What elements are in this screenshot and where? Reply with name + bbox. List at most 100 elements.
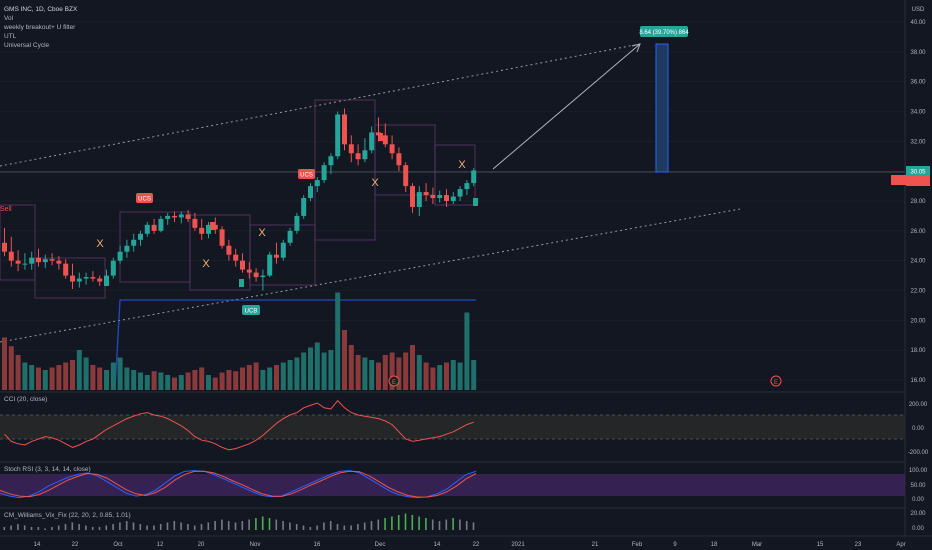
time-axis[interactable]: 14 22 Oct 12 20 Nov 16 Dec 14 22 2021 21 Feb 9 18 Mar 15… [34, 542, 906, 548]
volume-bar [76, 350, 82, 390]
volume-bar [280, 362, 286, 390]
volume-bar [457, 362, 463, 390]
candle-body [396, 153, 402, 166]
vixfix-bar [282, 521, 284, 530]
volume-bar [226, 370, 232, 390]
time-tick-label: 22 [72, 542, 79, 548]
earnings-marker[interactable] [770, 375, 782, 387]
volume-bar [144, 375, 150, 390]
stoch-d-line [0, 470, 477, 498]
cycle-box [249, 224, 316, 286]
target-projection-box[interactable] [655, 43, 669, 173]
volume-bar [206, 375, 211, 390]
volume-bar [382, 355, 388, 390]
candle-body [457, 189, 463, 197]
vixfix-bar [166, 522, 169, 530]
candle-body [199, 227, 205, 234]
candle-body [158, 218, 164, 231]
ucs-badge-label: UCS [300, 173, 313, 179]
ucb-badge [242, 305, 260, 315]
vixfix-bar [153, 525, 155, 530]
volume-bar [308, 347, 313, 390]
vixfix-bar [357, 524, 359, 530]
vixfix-bar [187, 524, 189, 530]
price-tick-label: 26.00 [910, 229, 926, 235]
volume-bar [42, 370, 48, 390]
time-tick-label: Dec [375, 542, 386, 548]
candle-body [464, 183, 470, 190]
candle-body [83, 277, 89, 279]
candle-body [389, 144, 395, 154]
indicator-label[interactable]: UTL [4, 33, 17, 40]
target-arrow[interactable] [492, 43, 641, 170]
cci-band [0, 415, 905, 439]
vixfix-bar [64, 524, 67, 530]
volume-bar [423, 362, 429, 390]
cci-title[interactable]: CCI (20, close) [4, 396, 47, 403]
vixfix-bar [227, 521, 230, 530]
candle-body [131, 239, 137, 246]
indicator-label[interactable]: Universal Cycle [4, 42, 50, 49]
stoch-title[interactable]: Stoch RSI (3, 3, 14, 14, close) [4, 466, 91, 473]
earnings-marker[interactable] [388, 375, 400, 387]
vixfix-bar [200, 524, 203, 530]
vixfix-bar [404, 513, 407, 530]
volume-bar [450, 360, 456, 390]
candle-body [369, 132, 375, 151]
volume-bar [294, 357, 300, 390]
time-tick-label: 23 [855, 542, 862, 548]
volume-bar [138, 372, 143, 390]
time-tick-label: 20 [198, 542, 205, 548]
volume-bar [22, 362, 28, 390]
symbol-title[interactable]: GMS INC, 1D, Cboe BZX [4, 6, 78, 13]
price-tick-label: 18.00 [910, 348, 926, 354]
earnings-label: E [392, 380, 396, 386]
vixfix-title[interactable]: CM_Williams_Vix_Fix (22, 20, 2, 0.85, 1.… [4, 512, 131, 519]
volume-bar [403, 352, 409, 390]
indicator-label[interactable]: weekly breakout+ U filter [3, 24, 76, 31]
support-line[interactable] [114, 299, 476, 391]
candle-body [185, 214, 191, 219]
volume-bar [301, 352, 307, 390]
ucs-badge [136, 193, 153, 203]
vixfix-bar [445, 519, 448, 530]
volume-bar [267, 367, 273, 390]
vixfix-bar [431, 519, 434, 530]
vixfix-bar [452, 518, 454, 530]
vixfix-bars [3, 513, 475, 530]
upper-trendline[interactable] [0, 43, 641, 167]
vixfix-bar [255, 518, 257, 530]
vixfix-bar [193, 525, 196, 530]
volume-bar [444, 362, 449, 390]
vixfix-bar [23, 525, 26, 530]
volume-bar [90, 365, 96, 390]
time-tick-label: 14 [34, 542, 41, 548]
lower-trendline[interactable] [0, 208, 741, 343]
cci-tick: 0.00 [912, 426, 924, 432]
candle-body [240, 260, 245, 270]
candle-body [172, 215, 177, 218]
time-tick-label: 12 [157, 542, 164, 548]
cci-tick: -200.00 [908, 450, 929, 456]
volume-bar [15, 355, 21, 390]
candle-body [348, 144, 354, 154]
time-tick-label: Mar [752, 542, 762, 548]
x-mark: X [96, 238, 104, 250]
volume-bar [328, 350, 334, 390]
cycle-tag-sell [378, 133, 383, 141]
stoch-k-line [0, 470, 477, 499]
vixfix-bar [289, 522, 291, 530]
candle-body [314, 180, 320, 187]
candle-body [144, 224, 150, 234]
indicator-label[interactable]: Vol [4, 15, 14, 22]
vixfix-bar [78, 524, 80, 530]
vixfix-bar [30, 527, 33, 530]
vixfix-bar [343, 525, 346, 530]
vixfix-bar [91, 527, 94, 530]
time-tick-label: 18 [711, 542, 718, 548]
time-tick-label: 14 [434, 542, 441, 548]
vixfix-bar [329, 521, 332, 530]
candle-body [253, 272, 259, 278]
